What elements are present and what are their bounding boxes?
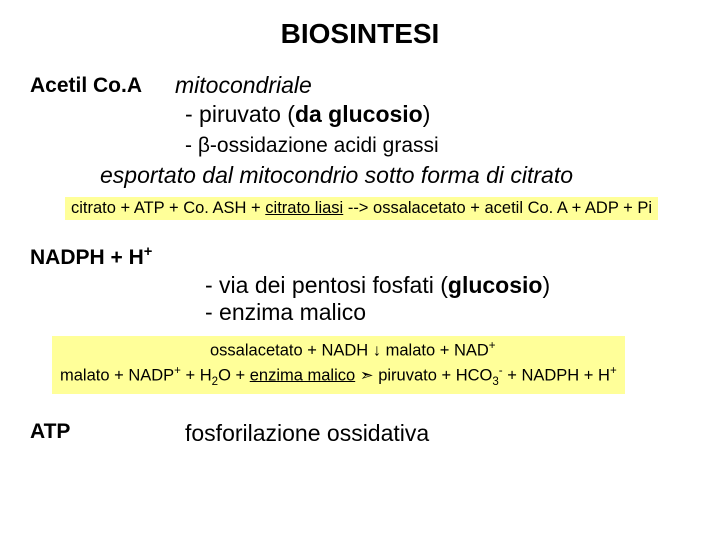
eq1-ul: citrato liasi — [265, 199, 343, 217]
eq2-l2-b: + H — [181, 366, 212, 384]
atp-row: ATP fosforilazione ossidativa — [30, 420, 690, 447]
eq1-pre: citrato + ATP + Co. ASH + — [71, 199, 265, 217]
down-arrow-icon: ↓ — [373, 342, 381, 360]
nadph-pre: NADPH + H — [30, 246, 144, 269]
pentosi-bold: glucosio — [448, 272, 543, 298]
eq2-line2: malato + NADP+ + H2O + enzima malico ➣ p… — [60, 363, 617, 390]
eq2-l1-sup: + — [489, 340, 496, 352]
eq2-l2-a: malato + NADP — [60, 366, 174, 384]
equation1: citrato + ATP + Co. ASH + citrato liasi … — [65, 197, 658, 220]
esportato-line: esportato dal mitocondrio sotto forma di… — [100, 162, 690, 189]
right-arrow-icon: ➣ — [360, 366, 374, 384]
acetil-label: Acetil Co.A — [30, 72, 175, 98]
eq2-l2-sup1: + — [174, 365, 181, 377]
malico-line: - enzima malico — [205, 299, 690, 326]
equation1-wrap: citrato + ATP + Co. ASH + citrato liasi … — [65, 197, 690, 220]
beta-line: - β-ossidazione acidi grassi — [185, 134, 690, 158]
acetil-row: Acetil Co.A mitocondriale — [30, 72, 690, 99]
nadph-sup: + — [144, 244, 153, 260]
eq2-l2-c: O + — [218, 366, 250, 384]
eq2-l2-f: + NADPH + H — [503, 366, 610, 384]
eq2-l2-e: piruvato + HCO — [374, 366, 493, 384]
eq2-l1-b: malato + NAD — [381, 342, 489, 360]
piruvato-bold: da glucosio — [295, 101, 423, 127]
equation2: ossalacetato + NADH ↓ malato + NAD+ mala… — [52, 336, 625, 394]
pentosi-prefix: - via dei pentosi fosfati ( — [205, 272, 448, 298]
piruvato-suffix: ) — [423, 101, 431, 127]
eq2-line1: ossalacetato + NADH ↓ malato + NAD+ — [210, 338, 617, 363]
eq2-l1-a: ossalacetato + NADH — [210, 342, 373, 360]
eq2-l2-sup3: + — [610, 365, 617, 377]
eq2-l2-sub2: 3 — [492, 375, 498, 387]
atp-text: fosforilazione ossidativa — [185, 420, 429, 447]
piruvato-line: - piruvato (da glucosio) — [185, 101, 690, 128]
mitocondriale-text: mitocondriale — [175, 72, 312, 99]
pentosi-line: - via dei pentosi fosfati (glucosio) — [205, 272, 690, 299]
nadph-label: NADPH + H+ — [30, 244, 690, 270]
eq2-l2-ul: enzima malico — [250, 366, 355, 384]
atp-label: ATP — [30, 420, 185, 447]
slide-title: BIOSINTESI — [30, 18, 690, 50]
pentosi-suffix: ) — [542, 272, 550, 298]
piruvato-prefix: - piruvato ( — [185, 101, 295, 127]
equation2-wrap: ossalacetato + NADH ↓ malato + NAD+ mala… — [52, 336, 690, 394]
eq1-post: --> ossalacetato + acetil Co. A + ADP + … — [343, 199, 652, 217]
